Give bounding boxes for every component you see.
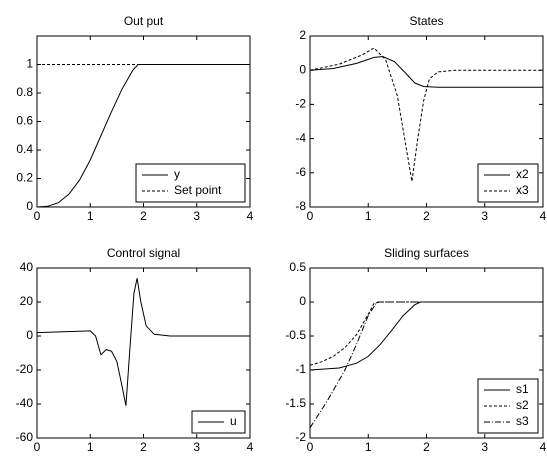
y-tick-label: 0.6	[16, 114, 33, 128]
x-tick-label: 1	[87, 209, 94, 223]
y-tick-label: 2	[299, 28, 306, 42]
x-tick-label: 4	[540, 209, 547, 223]
line-series	[309, 301, 543, 429]
y-tick-label: 0.8	[16, 85, 33, 99]
legend-label: y	[174, 167, 180, 181]
y-tick-label: -6	[295, 165, 306, 179]
x-tick-label: 1	[365, 209, 372, 223]
line-series	[309, 301, 543, 371]
legend-label: x3	[516, 183, 529, 197]
x-tick-label: 3	[193, 209, 200, 223]
line-series	[36, 278, 250, 406]
y-tick-label: 0.5	[289, 260, 306, 274]
chart-title: Out put	[124, 14, 164, 28]
legend-label: s1	[516, 382, 529, 396]
chart-title: Control signal	[107, 246, 180, 260]
y-tick-label: -20	[16, 362, 34, 376]
y-tick-label: -4	[295, 131, 306, 145]
x-tick-label: 2	[423, 440, 430, 454]
x-tick-label: 2	[423, 209, 430, 223]
x-tick-label: 1	[365, 440, 372, 454]
x-tick-label: 0	[307, 209, 314, 223]
legend-label: s2	[516, 398, 529, 412]
y-tick-label: 0	[26, 199, 33, 213]
legend-box	[477, 378, 539, 434]
y-tick-label: -60	[16, 430, 34, 444]
x-tick-label: 0	[34, 209, 41, 223]
y-tick-label: -1.5	[285, 396, 306, 410]
x-tick-label: 4	[247, 440, 254, 454]
y-tick-label: -8	[295, 199, 306, 213]
y-tick-label: -1	[295, 362, 306, 376]
x-tick-label: 4	[247, 209, 254, 223]
x-tick-label: 3	[481, 440, 488, 454]
legend-box	[135, 163, 246, 203]
y-tick-label: 20	[20, 294, 34, 308]
y-tick-label: 0	[299, 294, 306, 308]
x-tick-label: 2	[140, 440, 147, 454]
x-tick-label: 3	[193, 440, 200, 454]
line-series	[309, 47, 543, 182]
legend-label: x2	[516, 167, 529, 181]
x-tick-label: 3	[481, 209, 488, 223]
plot-area	[36, 267, 251, 439]
line-series	[309, 56, 543, 88]
y-tick-label: -40	[16, 396, 34, 410]
x-tick-label: 4	[540, 440, 547, 454]
legend-label: Set point	[174, 183, 222, 197]
x-tick-label: 1	[87, 440, 94, 454]
legend-box	[477, 163, 539, 203]
x-tick-label: 0	[34, 440, 41, 454]
y-tick-label: -2	[295, 430, 306, 444]
y-tick-label: -0.5	[285, 328, 306, 342]
y-tick-label: 0.4	[16, 142, 33, 156]
chart-title: States	[409, 14, 443, 28]
y-tick-label: 0	[299, 62, 306, 76]
y-tick-label: -2	[295, 97, 306, 111]
y-tick-label: 1	[26, 57, 33, 71]
y-tick-label: 0.2	[16, 171, 33, 185]
y-tick-label: 0	[26, 328, 33, 342]
x-tick-label: 0	[307, 440, 314, 454]
x-tick-label: 2	[140, 209, 147, 223]
legend-label: s3	[516, 414, 529, 428]
y-tick-label: 40	[20, 260, 34, 274]
chart-title: Sliding surfaces	[384, 246, 469, 260]
legend-label: u	[230, 414, 237, 428]
